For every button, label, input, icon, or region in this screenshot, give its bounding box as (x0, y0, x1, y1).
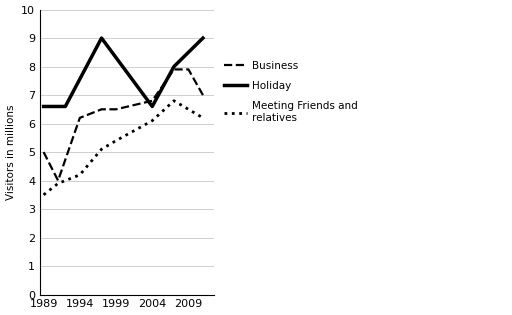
Meeting Friends and
relatives (55, 181, 61, 185)
Meeting Friends and
relatives (77, 173, 83, 177)
Holiday (200, 36, 206, 40)
Meeting Friends and
relatives (40, 193, 47, 197)
Legend: Business, Holiday, Meeting Friends and
relatives: Business, Holiday, Meeting Friends and r… (221, 58, 361, 126)
Business (149, 99, 155, 103)
Business (40, 150, 47, 154)
Holiday (40, 105, 47, 108)
Line: Holiday: Holiday (44, 38, 203, 106)
Line: Business: Business (44, 69, 203, 180)
Business (77, 116, 83, 120)
Business (113, 107, 119, 111)
Meeting Friends and
relatives (200, 116, 206, 120)
Holiday (171, 65, 177, 68)
Business (185, 67, 191, 71)
Meeting Friends and
relatives (113, 139, 119, 143)
Holiday (62, 105, 69, 108)
Business (98, 107, 104, 111)
Holiday (98, 36, 104, 40)
Y-axis label: Visitors in millions: Visitors in millions (6, 104, 15, 200)
Meeting Friends and
relatives (185, 107, 191, 111)
Meeting Friends and
relatives (171, 99, 177, 103)
Holiday (149, 105, 155, 108)
Business (55, 179, 61, 182)
Meeting Friends and
relatives (98, 147, 104, 151)
Line: Meeting Friends and
relatives: Meeting Friends and relatives (44, 101, 203, 195)
Meeting Friends and
relatives (149, 119, 155, 123)
Business (171, 67, 177, 71)
Business (200, 93, 206, 97)
